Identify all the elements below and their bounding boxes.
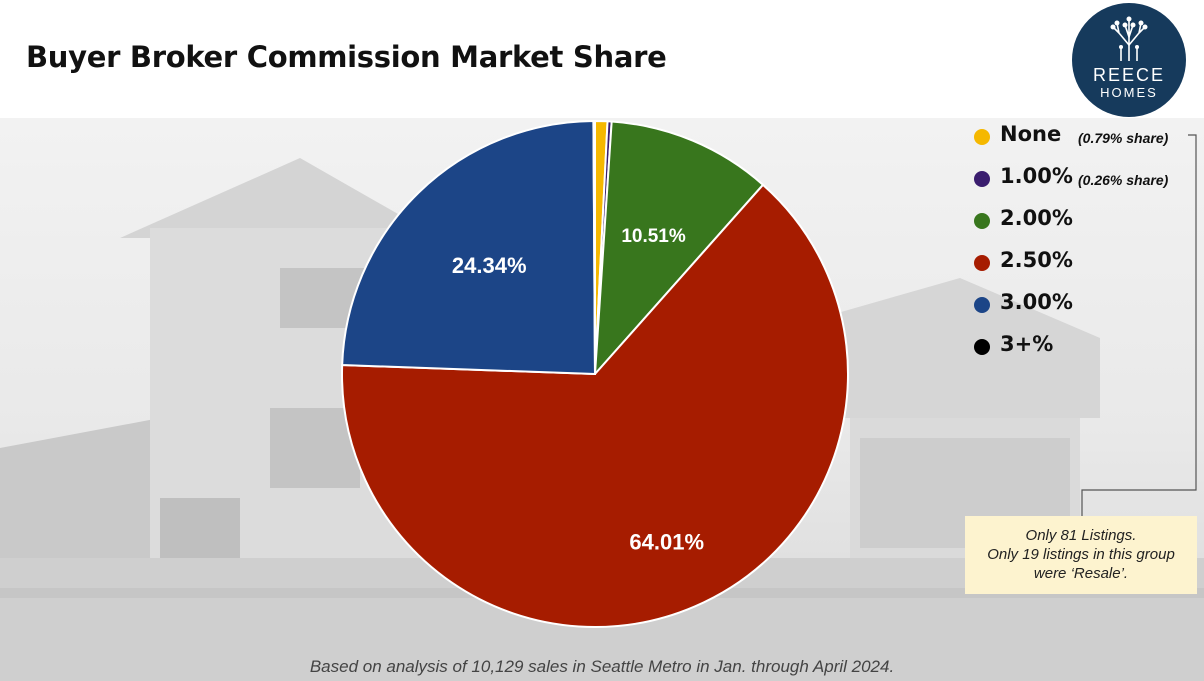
legend-swatch	[974, 213, 990, 229]
data-label: 64.01%	[629, 529, 704, 554]
page-title: Buyer Broker Commission Market Share	[26, 40, 667, 74]
pie-slice-2-00-	[593, 120, 765, 377]
legend-share-note: (0.26% share)	[1078, 172, 1169, 188]
data-label: 24.34%	[452, 253, 527, 278]
logo-word-1: REECE	[1092, 65, 1165, 85]
legend-label: 1.00%	[1000, 164, 1073, 188]
legend-swatch	[974, 129, 990, 145]
legend-share-note: (0.79% share)	[1078, 130, 1169, 146]
legend-item-2-50: 2.50%	[970, 248, 1200, 290]
annotation-line: Only 81 Listings.	[1025, 527, 1137, 544]
company-logo: REECE HOMES	[1072, 3, 1186, 117]
legend-item-1-00: 1.00% (0.26% share)	[970, 164, 1200, 206]
legend-swatch	[974, 339, 990, 355]
legend-label: 2.50%	[1000, 248, 1073, 272]
legend-item-3-00: 3.00%	[970, 290, 1200, 332]
legend-swatch	[974, 297, 990, 313]
data-label: 10.51%	[621, 226, 686, 247]
pie-slice-3-00-	[341, 119, 597, 376]
legend-item-3-plus: 3+%	[970, 332, 1200, 374]
tree-icon	[1110, 16, 1148, 61]
legend-label: 3.00%	[1000, 290, 1073, 314]
legend-label: None	[1000, 122, 1062, 146]
legend-swatch	[974, 171, 990, 187]
legend-item-2-00: 2.00%	[970, 206, 1200, 248]
legend-swatch	[974, 255, 990, 271]
logo-word-2: HOMES	[1100, 85, 1158, 100]
footer-source-note: Based on analysis of 10,129 sales in Sea…	[309, 657, 895, 676]
legend-item-none: None (0.79% share)	[970, 122, 1200, 164]
pie-slice-2-50-	[341, 183, 849, 628]
annotation-line: Only 19 listings in this group	[987, 546, 1175, 563]
legend-label: 2.00%	[1000, 206, 1073, 230]
chart-legend: None (0.79% share) 1.00% (0.26% share) 2…	[970, 122, 1200, 374]
legend-label: 3+%	[1000, 332, 1054, 356]
pie-slice-3-	[592, 119, 596, 375]
annotation-line: were ‘Resale’.	[1033, 565, 1129, 582]
annotation-box: Only 81 Listings. Only 19 listings in th…	[965, 516, 1197, 594]
